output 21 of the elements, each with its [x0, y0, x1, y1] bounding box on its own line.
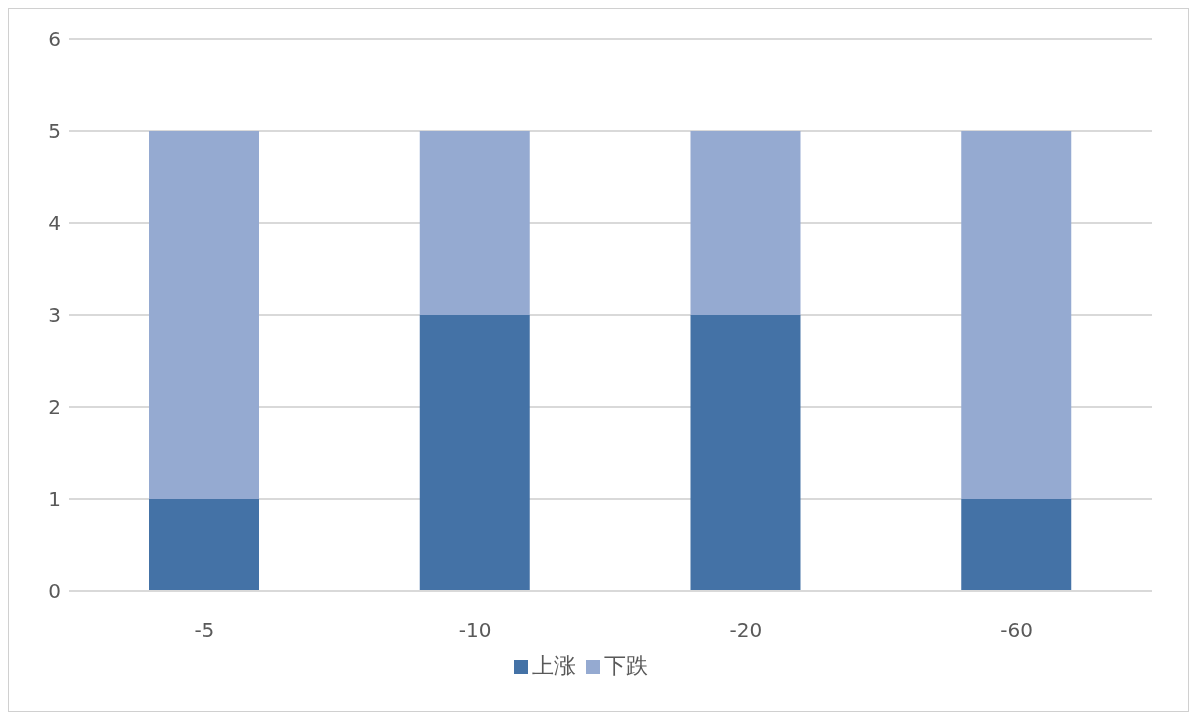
legend-label: 上涨: [531, 653, 576, 678]
bar: [419, 315, 530, 591]
y-tick-label: 1: [48, 487, 61, 512]
bar: [419, 131, 530, 315]
y-tick-label: 6: [48, 27, 61, 52]
bar: [149, 131, 259, 499]
y-tick-label: 5: [48, 119, 61, 144]
bar: [690, 315, 801, 591]
y-tick-label: 3: [48, 303, 61, 328]
legend-label: 下跌: [603, 653, 648, 678]
bar: [961, 499, 1072, 591]
x-tick-label: -60: [1000, 618, 1033, 643]
x-tick-label: -5: [194, 618, 215, 643]
bar: [690, 131, 801, 315]
y-tick-label: 2: [48, 395, 61, 420]
y-tick-label: 0: [48, 579, 61, 604]
y-tick-label: 4: [48, 211, 61, 236]
x-tick-label: -20: [729, 618, 763, 643]
x-tick-label: -10: [458, 618, 492, 643]
bar: [149, 499, 259, 591]
bar: [961, 131, 1072, 499]
